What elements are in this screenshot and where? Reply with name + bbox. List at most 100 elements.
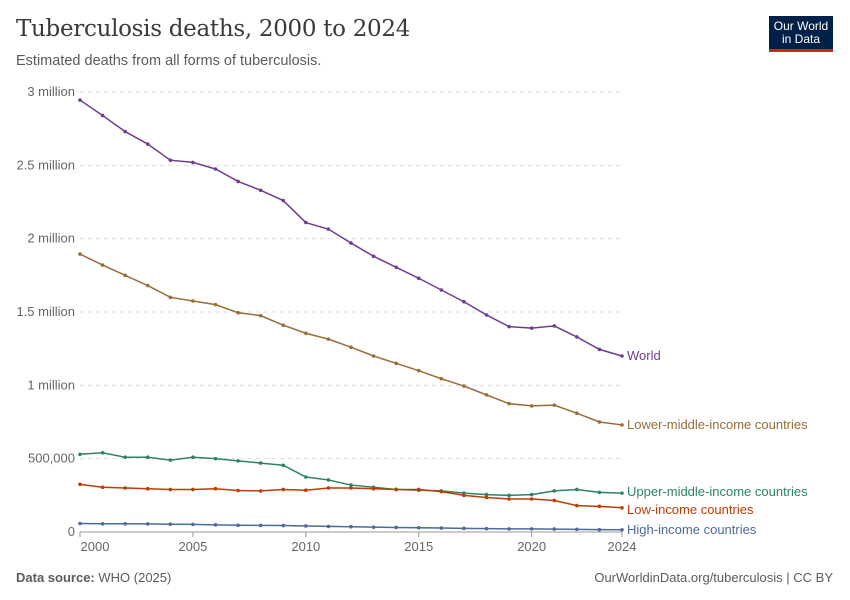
data-point <box>439 526 444 530</box>
data-point <box>462 526 466 531</box>
data-point <box>258 489 263 493</box>
data-point <box>394 361 398 366</box>
data-point <box>304 331 308 336</box>
data-point <box>597 420 602 424</box>
y-tick-label: 1 million <box>27 377 75 392</box>
data-point <box>529 326 534 330</box>
chart-title: Tuberculosis deaths, 2000 to 2024 <box>16 16 411 42</box>
data-point <box>100 485 105 490</box>
x-tick-label: 2000 <box>81 539 110 554</box>
data-point <box>620 354 624 358</box>
data-point <box>529 497 534 501</box>
data-point <box>100 113 105 118</box>
data-point <box>597 347 602 352</box>
data-point <box>123 273 127 278</box>
data-point <box>168 295 173 300</box>
data-point <box>529 404 534 408</box>
data-point <box>236 310 240 315</box>
data-point <box>507 497 511 501</box>
series-label: World <box>627 348 661 363</box>
data-point <box>213 167 218 171</box>
data-point <box>78 452 82 457</box>
series-label: Lower-middle-income countries <box>627 417 808 432</box>
data-point <box>462 299 466 304</box>
footer-url[interactable]: OurWorldinData.org/tuberculosis | CC BY <box>594 570 833 585</box>
data-point <box>304 524 308 528</box>
data-point <box>552 489 557 493</box>
data-point <box>145 486 150 491</box>
data-point <box>416 276 421 281</box>
data-point <box>123 486 127 490</box>
data-point <box>326 478 331 482</box>
data-point <box>484 526 489 531</box>
data-point <box>597 504 602 509</box>
data-point <box>349 483 353 487</box>
data-point <box>620 423 624 427</box>
chart-subtitle: Estimated deaths from all forms of tuber… <box>16 53 322 69</box>
data-point <box>168 458 173 462</box>
data-point <box>145 455 150 460</box>
data-point <box>529 527 534 531</box>
data-point <box>597 527 602 532</box>
x-tick-label: 2010 <box>291 539 320 554</box>
data-point <box>191 522 195 527</box>
data-point <box>304 220 308 225</box>
data-point <box>394 265 398 270</box>
data-point <box>100 263 105 267</box>
source-value[interactable]: WHO (2025) <box>98 570 172 585</box>
series-line <box>79 99 623 357</box>
data-point <box>213 302 218 307</box>
data-point <box>168 522 173 527</box>
data-point <box>258 523 263 528</box>
data-point <box>145 283 150 288</box>
source-label: Data source: <box>16 570 95 585</box>
data-point <box>484 492 489 497</box>
data-point <box>529 492 534 497</box>
data-point <box>191 487 195 492</box>
data-point <box>371 254 376 259</box>
data-point <box>213 456 218 461</box>
data-point <box>100 451 105 455</box>
owid-logo[interactable]: Our World in Data <box>769 16 833 52</box>
data-point <box>78 98 82 102</box>
data-point <box>258 313 263 318</box>
y-tick-label: 2 million <box>27 231 75 246</box>
data-point <box>507 401 511 406</box>
data-point <box>236 179 240 184</box>
data-point <box>281 487 286 492</box>
data-point <box>620 528 624 532</box>
data-point <box>484 495 489 500</box>
data-point <box>326 524 331 529</box>
data-point <box>575 503 579 508</box>
data-point <box>191 160 195 165</box>
data-point <box>213 523 218 527</box>
data-point <box>371 354 376 358</box>
data-point <box>191 455 195 460</box>
data-point <box>484 393 489 397</box>
x-tick-label: 2024 <box>608 539 637 554</box>
data-point <box>349 241 353 245</box>
data-point <box>575 527 579 532</box>
data-point <box>145 142 150 146</box>
x-tick-label: 2005 <box>178 539 207 554</box>
data-point <box>349 486 353 490</box>
data-point <box>416 487 421 492</box>
x-tick-label: 2015 <box>404 539 433 554</box>
data-point <box>620 506 624 510</box>
y-tick-label: 0 <box>68 524 75 539</box>
data-point <box>552 324 557 328</box>
y-tick-label: 3 million <box>27 84 75 99</box>
data-point <box>507 493 511 498</box>
data-point <box>213 486 218 491</box>
data-point <box>462 384 466 388</box>
data-point <box>462 493 466 498</box>
data-point <box>552 527 557 531</box>
data-point <box>258 461 263 465</box>
series-label: Upper-middle-income countries <box>627 484 808 499</box>
data-point <box>507 527 511 531</box>
y-tick-label: 500,000 <box>28 451 75 466</box>
data-point <box>575 335 579 339</box>
data-point <box>575 411 579 416</box>
data-point <box>123 129 127 134</box>
y-tick-label: 2.5 million <box>16 157 75 172</box>
